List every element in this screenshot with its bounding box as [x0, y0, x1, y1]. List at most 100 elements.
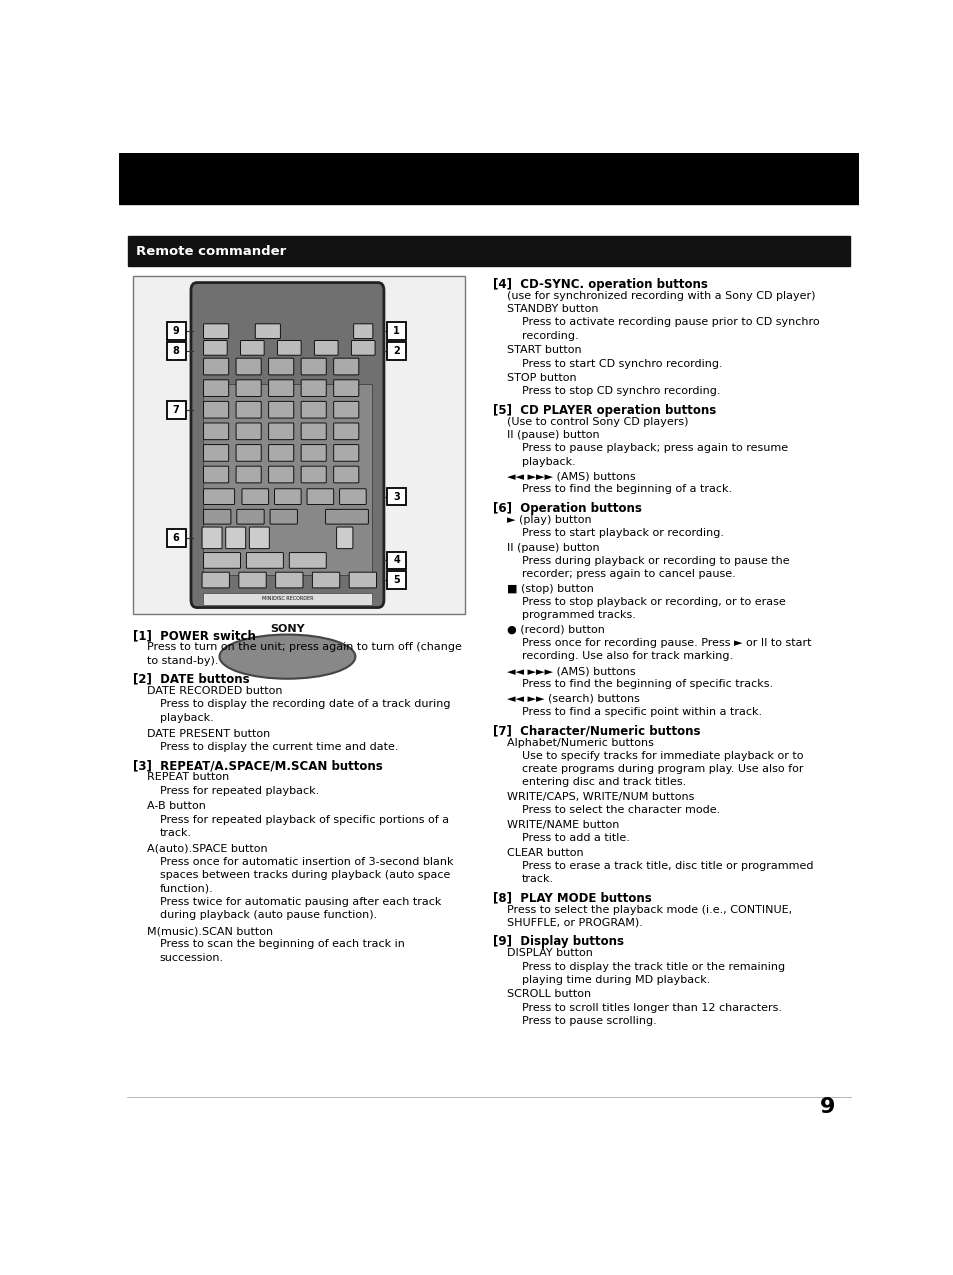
FancyBboxPatch shape [202, 572, 229, 588]
Text: REPEAT button: REPEAT button [147, 773, 230, 783]
FancyBboxPatch shape [255, 324, 280, 339]
Text: WRITE/NAME button: WRITE/NAME button [507, 820, 619, 830]
FancyBboxPatch shape [203, 510, 231, 524]
FancyBboxPatch shape [203, 324, 229, 339]
FancyBboxPatch shape [242, 488, 269, 505]
Text: Press to add a title.: Press to add a title. [521, 833, 629, 843]
FancyBboxPatch shape [235, 445, 261, 462]
Text: (Use to control Sony CD players): (Use to control Sony CD players) [507, 417, 688, 427]
FancyBboxPatch shape [301, 423, 326, 440]
Text: Press during playback or recording to pause the: Press during playback or recording to pa… [521, 556, 789, 566]
Text: recorder; press again to cancel pause.: recorder; press again to cancel pause. [521, 569, 735, 579]
FancyBboxPatch shape [301, 467, 326, 483]
FancyBboxPatch shape [226, 527, 246, 548]
Text: 4: 4 [393, 556, 399, 565]
Text: Press to find a specific point within a track.: Press to find a specific point within a … [521, 708, 761, 717]
FancyBboxPatch shape [334, 467, 358, 483]
Text: Press once for recording pause. Press ► or II to start: Press once for recording pause. Press ► … [521, 639, 811, 648]
FancyBboxPatch shape [274, 488, 301, 505]
Text: STANDBY button: STANDBY button [507, 305, 598, 314]
Bar [119, 153, 858, 204]
Text: Press to scan the beginning of each track in: Press to scan the beginning of each trac… [160, 940, 404, 950]
Text: Press to display the current time and date.: Press to display the current time and da… [160, 742, 398, 752]
FancyBboxPatch shape [203, 445, 229, 462]
Text: programmed tracks.: programmed tracks. [521, 611, 636, 621]
Bar [387, 552, 406, 569]
Text: 7: 7 [172, 405, 179, 416]
Text: track.: track. [521, 875, 554, 884]
Text: Press for repeated playback.: Press for repeated playback. [160, 785, 319, 796]
Text: succession.: succession. [160, 952, 224, 963]
FancyBboxPatch shape [312, 572, 339, 588]
Text: [1]  POWER switch: [1] POWER switch [132, 629, 255, 643]
Text: Alphabet/Numeric buttons: Alphabet/Numeric buttons [507, 737, 654, 747]
FancyBboxPatch shape [289, 552, 326, 569]
FancyBboxPatch shape [301, 380, 326, 397]
Text: [4]  CD-SYNC. operation buttons: [4] CD-SYNC. operation buttons [492, 278, 707, 291]
Text: M(music).SCAN button: M(music).SCAN button [147, 926, 274, 936]
FancyBboxPatch shape [275, 572, 303, 588]
Text: Press to stop CD synchro recording.: Press to stop CD synchro recording. [521, 386, 720, 397]
Text: track.: track. [160, 827, 192, 838]
Text: CLEAR button: CLEAR button [507, 848, 583, 858]
Bar [167, 402, 186, 419]
Text: [3]  REPEAT/A.SPACE/M.SCAN buttons: [3] REPEAT/A.SPACE/M.SCAN buttons [132, 759, 382, 773]
Text: SCROLL button: SCROLL button [507, 989, 591, 1000]
Text: A(auto).SPACE button: A(auto).SPACE button [147, 844, 268, 854]
FancyBboxPatch shape [307, 488, 334, 505]
Text: [7]  Character/Numeric buttons: [7] Character/Numeric buttons [492, 724, 700, 737]
FancyBboxPatch shape [301, 358, 326, 375]
FancyBboxPatch shape [203, 467, 229, 483]
Text: Press to select the playback mode (i.e., CONTINUE,: Press to select the playback mode (i.e.,… [507, 904, 792, 914]
FancyBboxPatch shape [334, 358, 358, 375]
FancyBboxPatch shape [334, 445, 358, 462]
Text: Press twice for automatic pausing after each track: Press twice for automatic pausing after … [160, 896, 441, 907]
FancyBboxPatch shape [334, 402, 358, 418]
Text: Press to display the recording date of a track during: Press to display the recording date of a… [160, 700, 450, 709]
FancyBboxPatch shape [191, 283, 383, 608]
FancyBboxPatch shape [269, 467, 294, 483]
Text: Press to pause playback; press again to resume: Press to pause playback; press again to … [521, 444, 787, 454]
Text: [2]  DATE buttons: [2] DATE buttons [132, 673, 249, 686]
Bar [387, 321, 406, 339]
Text: Press to activate recording pause prior to CD synchro: Press to activate recording pause prior … [521, 317, 819, 328]
Text: 2: 2 [393, 347, 399, 356]
Text: function).: function). [160, 884, 213, 894]
Text: II (pause) button: II (pause) button [507, 543, 599, 553]
FancyBboxPatch shape [235, 423, 261, 440]
Bar [203, 593, 372, 604]
FancyBboxPatch shape [202, 527, 222, 548]
Text: [6]  Operation buttons: [6] Operation buttons [492, 501, 640, 515]
Bar [387, 343, 406, 360]
Text: Press to scroll titles longer than 12 characters.: Press to scroll titles longer than 12 ch… [521, 1002, 781, 1012]
Text: to stand-by).: to stand-by). [147, 655, 218, 666]
Text: DISPLAY button: DISPLAY button [507, 949, 593, 959]
Text: Press to find the beginning of a track.: Press to find the beginning of a track. [521, 484, 732, 495]
FancyBboxPatch shape [301, 402, 326, 418]
FancyBboxPatch shape [336, 527, 353, 548]
Text: 3: 3 [393, 492, 399, 501]
FancyBboxPatch shape [334, 380, 358, 397]
Ellipse shape [219, 635, 355, 678]
Text: 6: 6 [172, 533, 179, 543]
Text: DATE PRESENT button: DATE PRESENT button [147, 728, 271, 738]
FancyBboxPatch shape [325, 510, 368, 524]
FancyBboxPatch shape [314, 340, 337, 356]
Text: 1: 1 [393, 325, 399, 335]
Text: Press once for automatic insertion of 3-second blank: Press once for automatic insertion of 3-… [160, 857, 453, 867]
Text: Press to display the track title or the remaining: Press to display the track title or the … [521, 961, 784, 972]
Text: recording. Use also for track marking.: recording. Use also for track marking. [521, 652, 733, 662]
Text: Remote commander: Remote commander [135, 245, 286, 258]
FancyBboxPatch shape [339, 488, 366, 505]
Text: ► (play) button: ► (play) button [507, 515, 592, 525]
FancyBboxPatch shape [249, 527, 269, 548]
Text: ◄◄ ►►► (AMS) buttons: ◄◄ ►►► (AMS) buttons [507, 666, 636, 676]
Text: Press to stop playback or recording, or to erase: Press to stop playback or recording, or … [521, 597, 785, 607]
FancyBboxPatch shape [235, 467, 261, 483]
Bar [128, 236, 849, 266]
Bar [203, 384, 372, 575]
Text: 8: 8 [172, 347, 179, 356]
Text: 9: 9 [819, 1098, 834, 1117]
Bar [167, 529, 186, 547]
Text: 5: 5 [393, 575, 399, 585]
